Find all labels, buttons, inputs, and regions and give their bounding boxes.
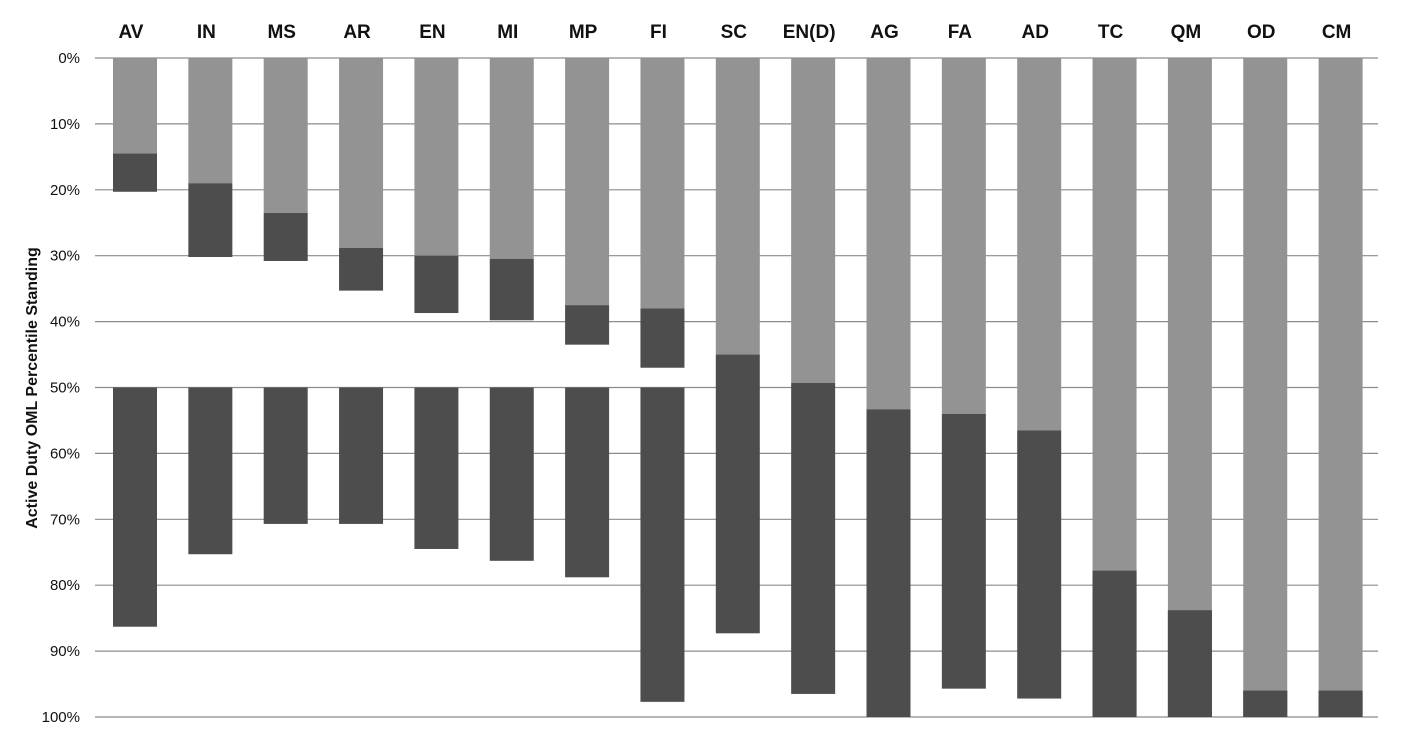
y-tick-label: 20% — [50, 182, 80, 199]
y-tick-label: 10% — [50, 116, 80, 133]
bar-dark-upper-in — [188, 183, 233, 258]
y-tick-label: 90% — [50, 643, 80, 660]
bar-dark-lower-ag — [866, 409, 911, 717]
y-tick-label: 80% — [50, 577, 80, 594]
bar-light-fi — [640, 58, 685, 309]
bar-light-in — [188, 58, 233, 184]
bar-dark-lower-tc — [1092, 570, 1137, 717]
category-label: IN — [197, 22, 216, 43]
y-tick-label: 0% — [58, 50, 80, 67]
y-tick-label: 50% — [50, 380, 80, 397]
bar-light-cm — [1318, 58, 1363, 691]
bar-dark-upper-sc — [715, 354, 760, 388]
y-tick-labels: 0% 10% 20% 30% 40% 50% 60% 70% 80% 90% 100% — [42, 50, 80, 726]
y-tick-label: 60% — [50, 445, 80, 462]
bar-dark-upper-en — [414, 255, 459, 314]
bar-light-ms — [263, 58, 308, 213]
bar-light-od — [1243, 58, 1288, 691]
y-tick-label: 70% — [50, 511, 80, 528]
bar-dark-upper-ms — [263, 212, 308, 261]
bar-light-sc — [715, 58, 760, 355]
bar-light-mp — [565, 58, 610, 306]
bar-dark-upper-fi — [640, 308, 685, 368]
bar-dark-lower-ar — [339, 387, 384, 524]
bar-dark-lower-od — [1243, 690, 1288, 717]
bar-dark-lower-en — [414, 387, 459, 549]
category-label: AR — [343, 22, 371, 43]
bar-dark-upper-en(d) — [791, 382, 836, 388]
bar-light-ag — [866, 58, 911, 410]
bar-dark-lower-ad — [1017, 430, 1062, 699]
bar-dark-lower-av — [113, 387, 157, 627]
bar-dark-lower-cm — [1318, 690, 1363, 717]
bar-dark-upper-ar — [339, 247, 384, 291]
bar-dark-upper-mi — [489, 258, 534, 321]
category-label: QM — [1171, 22, 1202, 43]
category-label: MP — [569, 22, 598, 43]
y-tick-label: 30% — [50, 248, 80, 265]
category-label: FI — [650, 22, 667, 43]
bar-dark-lower-in — [188, 387, 233, 555]
category-label: OD — [1247, 22, 1276, 43]
bar-light-qm — [1167, 58, 1212, 611]
bar-light-ad — [1017, 58, 1062, 431]
category-label: EN(D) — [783, 22, 836, 43]
bar-dark-lower-en(d) — [791, 387, 836, 694]
category-label: MI — [497, 22, 518, 43]
bar-dark-lower-ms — [263, 387, 308, 524]
bar-dark-upper-av — [113, 153, 157, 192]
bar-dark-lower-fa — [941, 413, 986, 689]
bar-dark-upper-mp — [565, 305, 610, 345]
bar-dark-lower-qm — [1167, 610, 1212, 717]
y-axis-title: Active Duty OML Percentile Standing — [24, 247, 41, 529]
category-label: AG — [870, 22, 899, 43]
category-label: CM — [1322, 22, 1352, 43]
category-label: TC — [1098, 22, 1124, 43]
bar-light-mi — [489, 58, 534, 259]
category-label: SC — [721, 22, 748, 43]
bar-light-av — [113, 58, 157, 154]
y-tick-label: 40% — [50, 314, 80, 331]
bars — [113, 58, 1363, 717]
y-tick-label: 100% — [42, 709, 80, 726]
bar-dark-lower-fi — [640, 387, 685, 702]
bar-light-en — [414, 58, 459, 256]
category-label: FA — [948, 22, 973, 43]
bar-dark-lower-mp — [565, 387, 610, 578]
category-label: MS — [267, 22, 296, 43]
category-labels: AV IN MS AR EN MI MP FI SC EN(D) AG FA AD TC QM OD CM — [119, 22, 1352, 43]
bar-light-tc — [1092, 58, 1137, 571]
bar-light-en(d) — [791, 58, 836, 383]
bar-dark-lower-mi — [489, 387, 534, 561]
bar-light-fa — [941, 58, 986, 414]
category-label: AD — [1021, 22, 1048, 43]
bar-dark-lower-sc — [715, 387, 760, 634]
bar-light-ar — [339, 58, 384, 248]
category-label: EN — [419, 22, 445, 43]
category-label: AV — [119, 22, 144, 43]
